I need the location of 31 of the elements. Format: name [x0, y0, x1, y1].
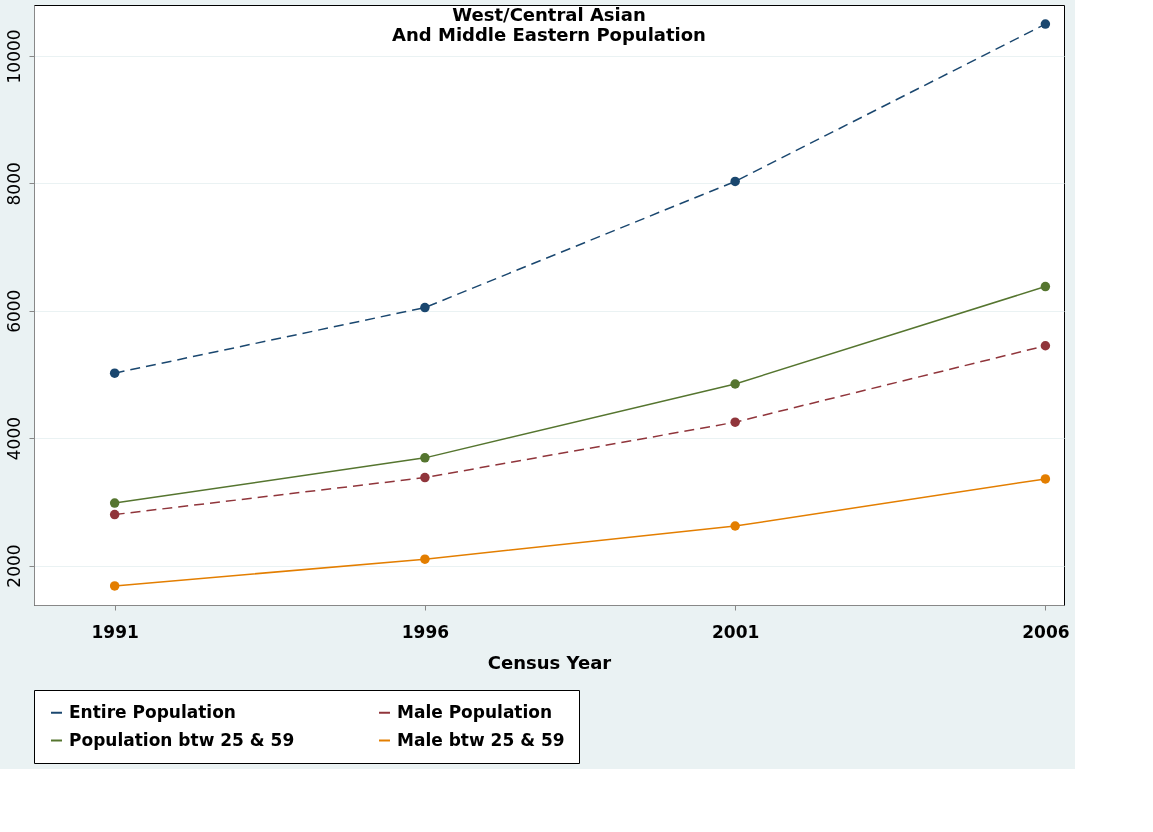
point	[420, 554, 430, 564]
y-tick-label: 6000	[3, 289, 24, 333]
x-tick-label: 1991	[91, 621, 139, 642]
y-tick-label: 4000	[3, 416, 24, 461]
x-axis-title: Census Year	[487, 651, 612, 673]
point	[730, 379, 740, 389]
point	[730, 417, 740, 427]
point	[420, 453, 430, 463]
point	[420, 472, 430, 483]
point	[1040, 19, 1051, 29]
y-tick-label: 2000	[3, 544, 24, 588]
point	[109, 509, 120, 520]
point	[109, 498, 120, 508]
legend-label: Male btw 25 & 59	[397, 729, 565, 750]
point	[109, 581, 120, 591]
point	[1040, 281, 1051, 292]
text: West/Central Asian And Middle Eastern Population	[392, 4, 706, 45]
x-tick-label: 1996	[401, 621, 450, 642]
legend-label: Male Population	[397, 701, 553, 722]
legend-label: Entire Population	[69, 701, 236, 722]
point	[420, 302, 430, 313]
point	[1040, 474, 1051, 484]
point	[730, 521, 740, 531]
y-tick-label: 10000	[3, 29, 24, 84]
y-tick-label: 8000	[3, 162, 24, 206]
point	[1040, 341, 1051, 351]
legend-label: Population btw 25 & 59	[69, 729, 295, 750]
point	[109, 368, 120, 378]
x-tick-label: 2006	[1022, 621, 1070, 642]
x-tick-label: 2001	[711, 621, 760, 642]
point	[730, 176, 740, 187]
